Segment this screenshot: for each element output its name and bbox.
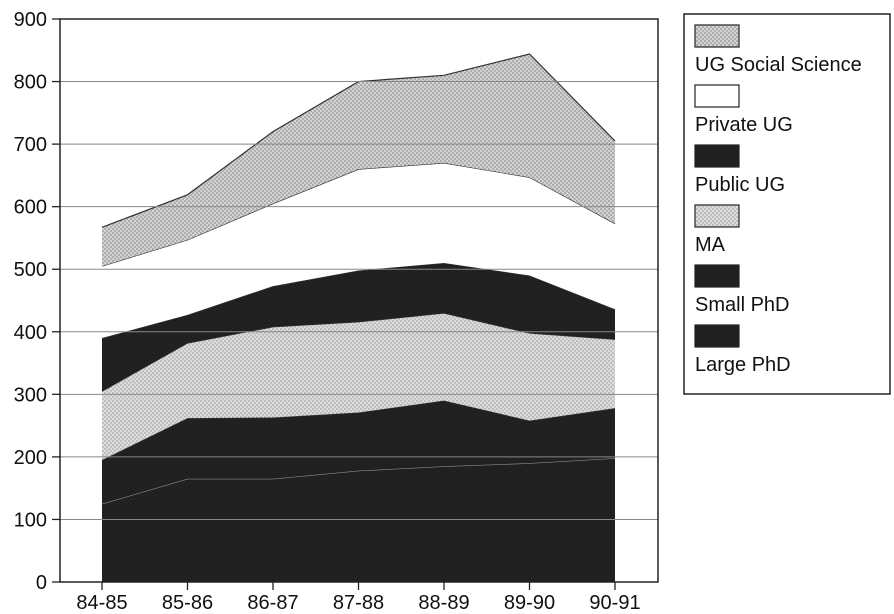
y-tick-label-800: 800 (14, 72, 47, 94)
area-large-phd (102, 458, 615, 582)
x-tick-label-90-91: 90-91 (589, 592, 640, 614)
area-public-ug (102, 262, 615, 392)
legend-label-small-phd: Small PhD (695, 294, 789, 316)
x-tick-label-84-85: 84-85 (76, 592, 127, 614)
axis-layer: 0 100 200 300 400 500 600 700 800 900 84-85 85-86 86… (14, 9, 659, 614)
y-tick-label-500: 500 (14, 259, 47, 281)
legend-swatch-private-ug (694, 84, 740, 108)
x-tick-label-88-89: 88-89 (418, 592, 469, 614)
y-tick-label-100: 100 (14, 509, 47, 531)
y-tick-label-600: 600 (14, 197, 47, 219)
area-ma (102, 313, 615, 461)
y-tick-label-0: 0 (36, 572, 47, 594)
legend-label-public-ug: Public UG (695, 174, 785, 196)
area-small-phd (102, 400, 615, 504)
y-tick-label-400: 400 (14, 322, 47, 344)
plot-layer (101, 53, 616, 582)
grid-layer (60, 81, 658, 520)
legend-label-private-ug: Private UG (695, 114, 793, 136)
legend-label-ug-social-science: UG Social Science (695, 54, 862, 76)
legend-swatch-large-phd (694, 324, 740, 348)
legend-label-large-phd: Large PhD (695, 354, 791, 376)
y-tick-label-900: 900 (14, 9, 47, 31)
x-tick-label-85-86: 85-86 (162, 592, 213, 614)
legend-swatch-ug-social-science (694, 24, 740, 48)
x-tick-label-86-87: 86-87 (247, 592, 298, 614)
legend-swatch-small-phd (694, 264, 740, 288)
legend-swatch-public-ug (694, 144, 740, 168)
x-tick-label-87-88: 87-88 (333, 592, 384, 614)
legend: UG Social Science Private UG Public UG MA Sm… (683, 13, 891, 395)
y-tick-label-300: 300 (14, 384, 47, 406)
x-tick-label-89-90: 89-90 (504, 592, 555, 614)
y-tick-label-200: 200 (14, 447, 47, 469)
legend-label-ma: MA (695, 234, 726, 256)
line-ma (101, 312, 616, 392)
area-ug-social-science (102, 54, 615, 267)
legend-swatch-ma (694, 204, 740, 228)
y-tick-label-700: 700 (14, 134, 47, 156)
